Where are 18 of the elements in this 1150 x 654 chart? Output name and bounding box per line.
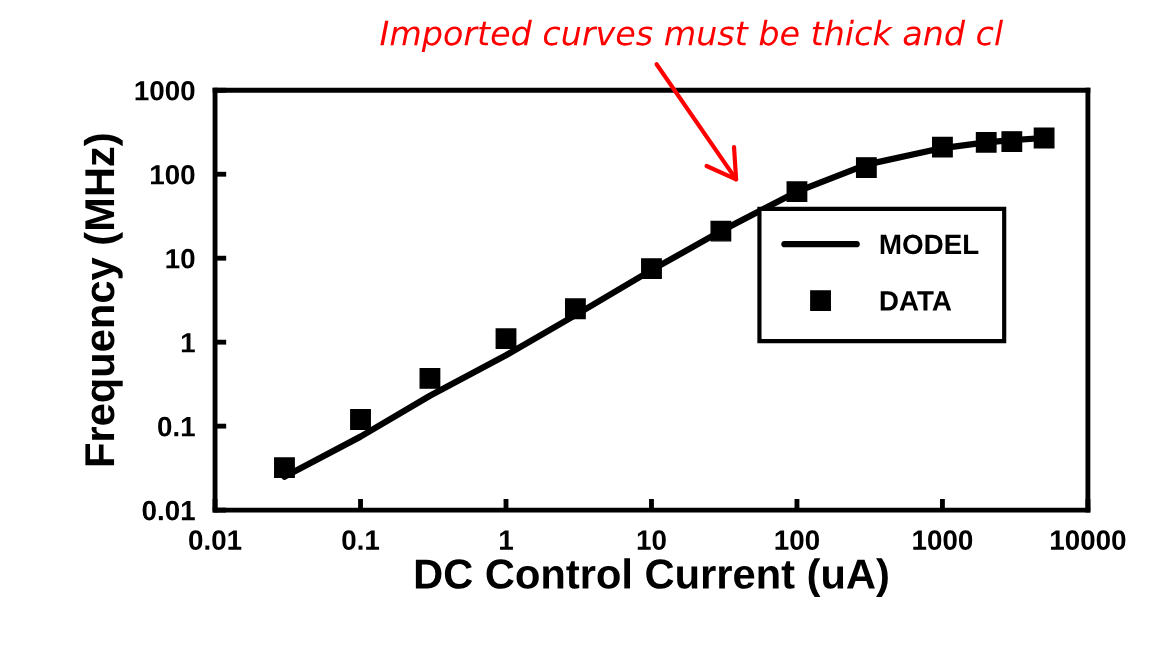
legend-label: MODEL [880, 234, 979, 255]
y-tick-label: 0.1 [158, 416, 195, 437]
x-tick-label: 1 [500, 530, 513, 550]
x-tick-label: 10000 [1051, 530, 1126, 550]
legend-label: DATA [880, 291, 952, 311]
x-tick-label: 0.1 [342, 530, 380, 550]
y-tick-label: 1000 [135, 80, 195, 101]
x-tick-label: 0.01 [189, 530, 242, 550]
x-tick-label: 100 [775, 530, 819, 550]
y-tick-label: 1 [181, 333, 195, 353]
text: Imported curves must be thick and cl [380, 19, 1004, 53]
x-tick-label: 1000 [913, 530, 973, 550]
y-tick-label: 10 [166, 248, 195, 269]
y-tick-label: 100 [151, 164, 195, 185]
x-axis-title: DC Control Current (uA) [415, 558, 888, 598]
x-tick-label: 10 [637, 530, 666, 550]
y-tick-label: 0.01 [142, 500, 195, 521]
y-axis-title: Frequency (MHz) [83, 134, 123, 466]
